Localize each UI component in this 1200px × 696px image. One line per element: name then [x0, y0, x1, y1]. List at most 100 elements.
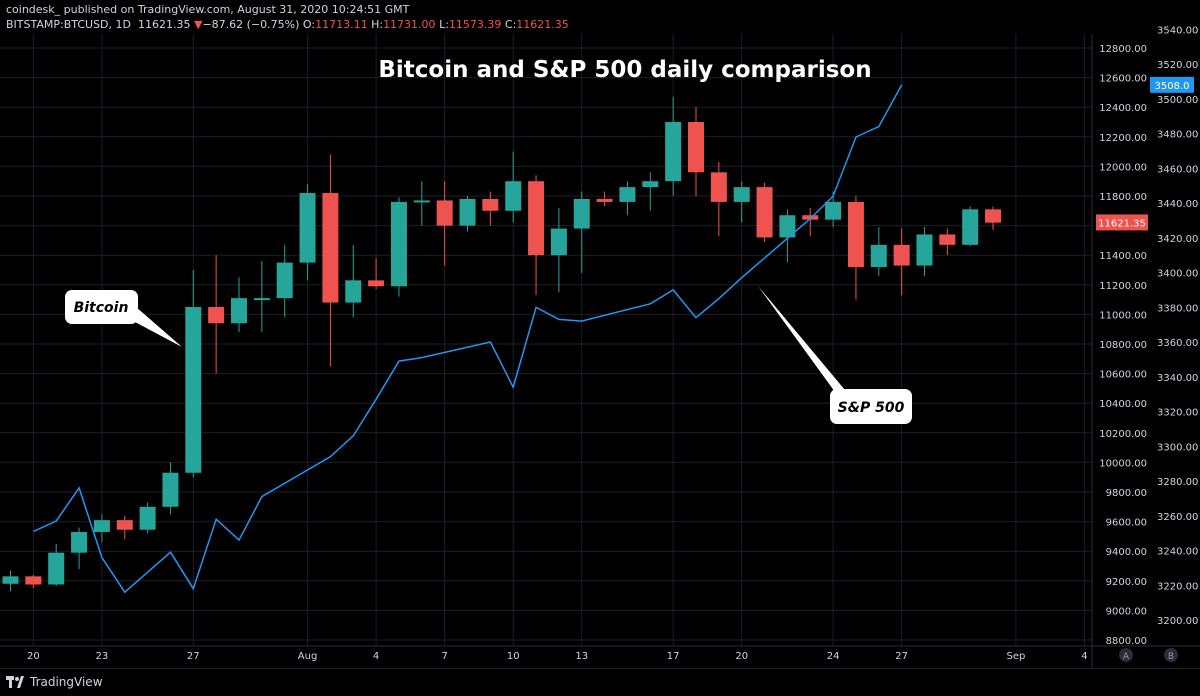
left-axis-tick: 11000.00: [1099, 310, 1147, 321]
left-axis-tick: 9600.00: [1106, 518, 1147, 529]
price-axes: 8800.00 9000.00 9200.00 9400.00 9600.00 9800.…: [0, 25, 1200, 668]
bitcoin-callout-box: [65, 290, 138, 324]
tradingview-logo[interactable]: TradingView: [6, 675, 103, 689]
right-axis-tick: 3460.00: [1157, 164, 1198, 175]
btc-candle: [459, 196, 476, 232]
candle-body: [962, 209, 979, 245]
current-btc-badge: [1096, 214, 1148, 231]
close-label: C:: [504, 18, 517, 31]
candle-body: [939, 234, 956, 245]
time-axis-tick: Sep: [1006, 651, 1025, 662]
btc-candle: [345, 244, 362, 318]
right-axis-tick: 3400.00: [1157, 269, 1198, 280]
btc-candle: [985, 206, 1002, 231]
btc-candle: [596, 191, 613, 207]
btc-candle: [916, 227, 933, 276]
open-label: O:: [302, 18, 316, 31]
btc-candle: [688, 107, 704, 196]
btc-candle: [276, 244, 293, 318]
current-spx-badge: [1150, 76, 1194, 93]
btc-candle: [208, 255, 225, 374]
symbol-label: BITSTAMP:BTCUSD, 1D: [6, 18, 131, 31]
left-axis-tick: 10200.00: [1099, 429, 1147, 440]
left-axis-tick: 12800.00: [1099, 44, 1147, 55]
candle-body: [733, 187, 750, 202]
btc-candle: [847, 196, 864, 300]
annotations: Bitcoin and S&P 500 daily comparison Bitc…: [65, 57, 912, 424]
spx-line: [33, 84, 903, 594]
brand-name: TradingView: [30, 675, 103, 689]
time-axis-tick: Aug: [298, 651, 318, 662]
btc-candle: [573, 191, 590, 273]
time-axis-tick: 13: [575, 651, 588, 662]
low-label: L:: [439, 18, 449, 31]
right-axis-tick: 3240.00: [1157, 547, 1198, 558]
candle-body: [459, 198, 476, 226]
btc-candle: [528, 175, 545, 296]
btc-candle: [253, 261, 270, 333]
btc-candle: [185, 270, 202, 478]
time-axis-tick: 27: [895, 651, 908, 662]
spx-callout-box: [830, 389, 912, 424]
time-axis-tick: 10: [507, 651, 520, 662]
candle-body: [802, 215, 819, 220]
open-value: 11713.11: [315, 18, 368, 31]
left-axis-tick: 8800.00: [1106, 636, 1147, 647]
candle-body: [847, 201, 864, 268]
btc-candle: [550, 207, 567, 293]
high-label: H:: [371, 18, 384, 31]
left-axis-tick: 9800.00: [1106, 488, 1147, 499]
right-axis-tick: 3220.00: [1157, 581, 1198, 592]
left-axis-tick: 11200.00: [1099, 281, 1147, 292]
current-spx-label: 3508.0: [1155, 81, 1190, 92]
right-axis-tick: 3340.00: [1157, 373, 1198, 384]
footer-bar: TradingView: [0, 668, 1200, 696]
candle-body: [322, 193, 339, 303]
time-axis-tick: 4: [1081, 651, 1087, 662]
right-axis-tick: 3360.00: [1157, 338, 1198, 349]
candle-body: [779, 215, 796, 238]
right-axis-tick: 3320.00: [1157, 408, 1198, 419]
btc-candle: [116, 515, 133, 540]
candle-body: [231, 298, 247, 324]
high-value: 11731.00: [383, 18, 436, 31]
candle-body: [893, 244, 910, 266]
btc-candle: [665, 96, 682, 196]
close-value: 11621.35: [516, 18, 569, 31]
time-axis-tick: 20: [735, 651, 748, 662]
btc-candle: [482, 191, 499, 226]
change-value: −87.62 (−0.75%): [202, 18, 300, 31]
candle-body: [2, 576, 19, 584]
candle-body: [642, 181, 659, 188]
btc-candle: [505, 151, 522, 223]
btc-candle: [939, 228, 956, 256]
corner-badge: [1119, 648, 1133, 662]
grid-lines: [0, 34, 1092, 646]
spx-callout-text: S&P 500: [838, 400, 905, 416]
time-axis-tick: 23: [96, 651, 109, 662]
candle-body: [710, 172, 727, 202]
candle-body: [505, 181, 522, 211]
bitcoin-callout-text: Bitcoin: [74, 300, 129, 316]
btc-candle: [436, 181, 453, 266]
left-axis-tick: 10800.00: [1099, 340, 1147, 351]
candle-body: [299, 193, 316, 263]
chart-header: coindesk_ published on TradingView.com, …: [0, 0, 1200, 34]
right-axis-tick: 3280.00: [1157, 477, 1198, 488]
corner-badge: [1164, 648, 1178, 662]
btc-candle: [231, 277, 247, 333]
time-axis-tick: 4: [373, 651, 379, 662]
right-axis-tick: 3500.00: [1157, 95, 1198, 106]
candle-body: [436, 200, 453, 226]
time-axis-tick: 20: [27, 651, 40, 662]
candle-body: [482, 198, 499, 211]
bitcoin-callout-pointer: [128, 300, 182, 347]
btc-candle: [619, 181, 636, 216]
candle-body: [93, 520, 110, 532]
left-axis-tick: 11400.00: [1099, 251, 1147, 262]
publish-info: coindesk_ published on TradingView.com, …: [6, 3, 410, 16]
btc-candle: [299, 184, 316, 281]
spx-line-layer: [33, 84, 903, 594]
right-axis-tick: 3540.00: [1157, 25, 1198, 36]
left-axis-tick: 12200.00: [1099, 133, 1147, 144]
